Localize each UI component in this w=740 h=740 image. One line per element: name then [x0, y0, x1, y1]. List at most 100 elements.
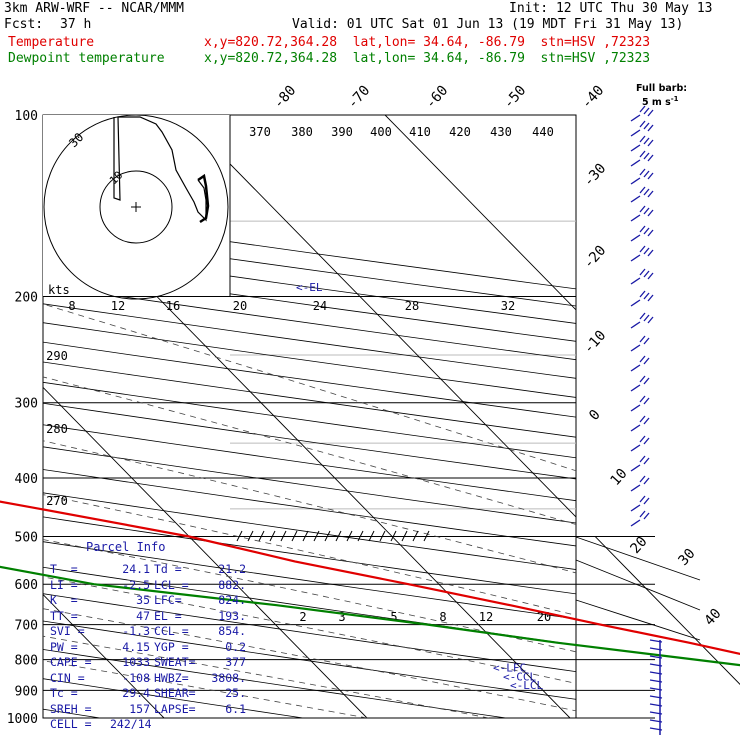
lift-marker: [236, 530, 243, 542]
theta-e-label: 400: [370, 125, 392, 139]
parcel-stat-value: 35: [136, 593, 150, 607]
isotherm-lines: [43, 115, 576, 718]
lift-marker: [302, 530, 309, 542]
wind-barb-flag: [643, 292, 650, 300]
isotherm: [43, 593, 165, 718]
parcel-stat-value: 242/14: [110, 717, 152, 731]
parcel-stat-value: -1.3: [122, 624, 150, 638]
parcel-stat-value: 377: [225, 655, 246, 669]
isotherm-label: -40: [579, 83, 608, 113]
dry-adiabat: [43, 678, 306, 718]
wind-barb: [630, 114, 641, 122]
parcel-stat-label: PW =: [50, 639, 78, 654]
wind-barb-flag: [643, 337, 650, 345]
wind-barb-flag: [647, 249, 654, 257]
wind-barb: [630, 195, 641, 203]
wind-barb: [630, 144, 641, 152]
isotherm-label: -50: [501, 83, 530, 113]
lift-marker: [280, 530, 287, 542]
wind-barb-flag: [643, 477, 650, 485]
isotherm-label: -80: [271, 83, 300, 113]
wind-barb-flag: [639, 435, 646, 443]
parcel-stat-label: LFC=: [154, 593, 182, 607]
lift-marker: [335, 530, 342, 542]
wind-barb: [630, 254, 641, 262]
isotherm: [384, 115, 576, 311]
isotherm-label: 20: [627, 534, 650, 557]
wind-barb-flag: [643, 270, 650, 278]
wind-barb-flag: [647, 229, 654, 237]
wind-barb-flag: [639, 105, 646, 113]
parcel-stat-label: CELL =: [50, 717, 92, 731]
mixing-ratio-label: 12: [111, 299, 125, 313]
theta-e-label: 420: [449, 125, 471, 139]
profiles: [0, 500, 740, 667]
wind-barb-flag: [639, 375, 646, 383]
parcel-levels: <-EL <-LFC<-CCL<-LCL: [296, 281, 543, 692]
mixing-ratio-label: 20: [233, 299, 247, 313]
parcel-stat-value: 47: [136, 608, 150, 623]
lift-marker: [346, 530, 353, 542]
wind-barb-flag: [643, 122, 650, 130]
mixing-ratio-label: 2: [299, 610, 306, 624]
mixing-ratio-label: 32: [501, 299, 515, 313]
dewpoint-legend: Dewpoint temperature: [8, 51, 165, 66]
pressure-tick-label: 900: [15, 684, 38, 699]
mixing-ratio-label: 12: [479, 610, 493, 624]
mixing-ratio-label: 5: [390, 610, 397, 624]
theta-e-label: 390: [331, 125, 353, 139]
isotherm-label: 10: [607, 466, 630, 489]
hodograph-outline: [113, 116, 207, 222]
parcel-stat-label: Td =: [154, 562, 182, 576]
parcel-stat-label: CCL =: [154, 624, 189, 638]
dry-adiabat-extended: [575, 536, 701, 581]
temperature-profile: [0, 500, 740, 655]
mixing-ratio-label: 24: [313, 299, 327, 313]
wind-barb-flag: [643, 512, 650, 520]
theta-e-label: 410: [409, 125, 431, 139]
parcel-stat-value: 29.4: [122, 686, 150, 700]
parcel-stat-value: 1033: [122, 655, 150, 669]
dry-adiabat: [43, 566, 576, 646]
parcel-stat-value: 193.: [218, 608, 246, 623]
parcel-level-label: <-EL: [296, 281, 323, 294]
parcel-stat-value: -108: [122, 670, 150, 685]
moist-adiabat: [43, 576, 576, 684]
dry-adiabat: [43, 516, 576, 595]
isotherm-label: -10: [581, 328, 610, 358]
wind-barb: [630, 504, 641, 512]
parcel-stat-label: TT =: [50, 608, 78, 623]
wind-barb-flag: [643, 188, 650, 196]
wind-barb-flag: [647, 316, 654, 324]
isotherm-label: -20: [581, 243, 610, 273]
isotherm: [43, 386, 368, 718]
valid-time: Valid: 01 UTC Sat 01 Jun 13 (19 MDT Fri …: [292, 17, 684, 32]
pressure-tick-label: 300: [15, 397, 38, 412]
wind-barb-flag: [647, 190, 654, 198]
wind-barb-flag: [647, 109, 654, 117]
dewpoint-location: x,y=820.72,364.28 lat,lon= 34.64, -86.79…: [204, 51, 651, 66]
dry-adiabat: [43, 303, 576, 379]
mixing-ratio-label: 8: [439, 610, 446, 624]
parcel-stat-value: 25.: [225, 686, 246, 700]
temperature-location: x,y=820.72,364.28 lat,lon= 34.64, -86.79…: [204, 35, 651, 50]
wind-barb-flag: [639, 120, 646, 128]
hodograph-ring: [43, 114, 229, 300]
dry-adiabat-extended: [575, 559, 701, 611]
isotherm-label: 40: [701, 606, 724, 629]
wind-barb-flag: [639, 475, 646, 483]
lift-marker: [258, 530, 265, 542]
parcel-stat-value: -2.5: [122, 577, 150, 592]
parcel-stat-label: CIN =: [50, 670, 85, 685]
wind-barb: [630, 129, 641, 137]
moist-adiabat: [43, 608, 576, 712]
pressure-tick-label: 1000: [7, 712, 38, 727]
lift-marker: [379, 530, 386, 542]
dry-adiabat: [43, 322, 576, 398]
parcel-stat-label: YGP =: [154, 639, 189, 654]
parcel-stat-value: 854.: [218, 624, 246, 638]
dry-adiabat: [43, 341, 576, 418]
parcel-stat-value: 6.1: [225, 701, 246, 716]
hodograph-units: kts: [48, 283, 70, 297]
pressure-tick-label: 600: [15, 578, 38, 593]
